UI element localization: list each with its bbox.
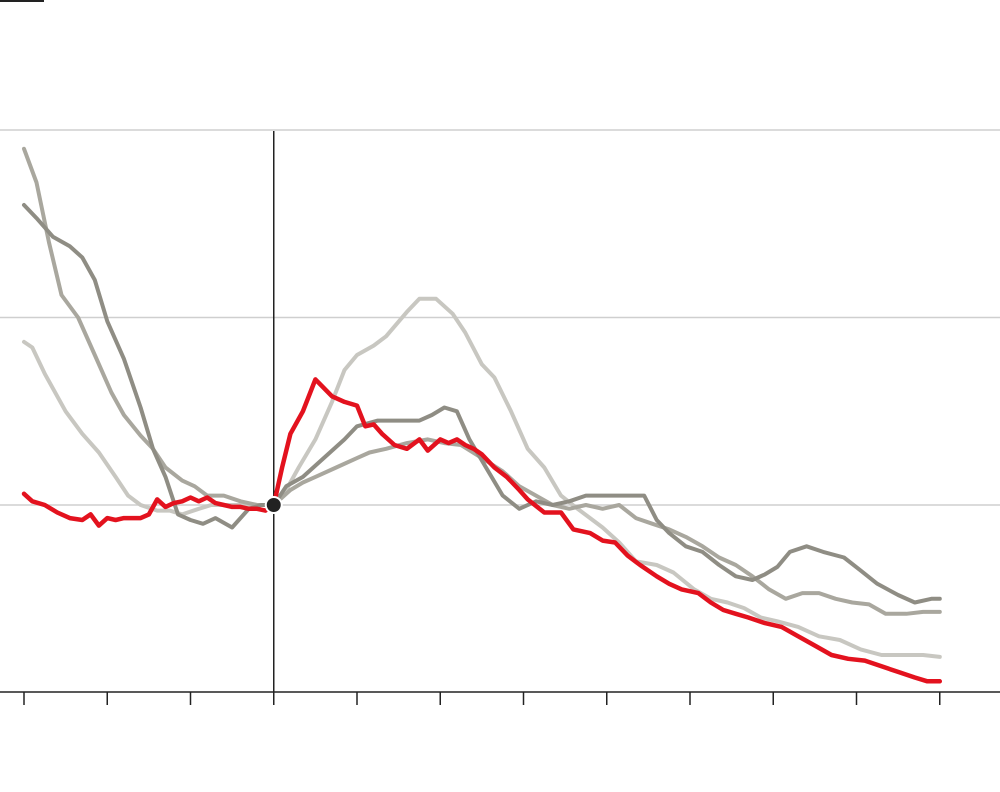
markers bbox=[264, 496, 283, 514]
series-line-2 bbox=[22, 146, 942, 616]
series-lines bbox=[21, 146, 943, 684]
gridlines bbox=[0, 129, 1000, 506]
series-line-3 bbox=[22, 203, 942, 605]
series-line-1 bbox=[22, 296, 942, 659]
axes bbox=[0, 131, 1000, 705]
series-line-4 bbox=[21, 377, 943, 684]
origin-marker bbox=[264, 496, 283, 514]
top-rule bbox=[0, 0, 44, 2]
